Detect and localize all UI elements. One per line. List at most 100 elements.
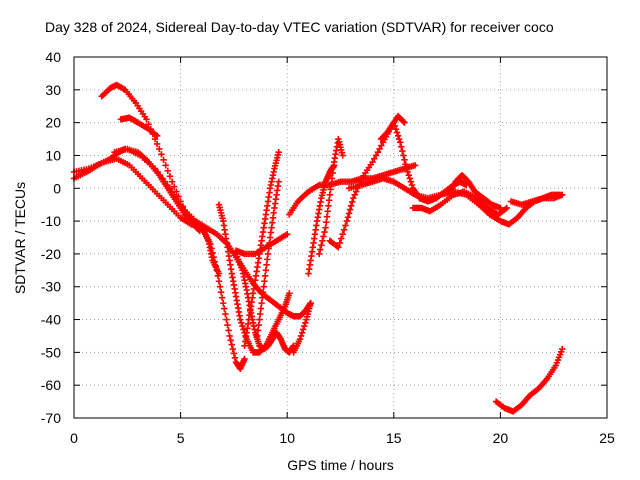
data-point (238, 319, 245, 327)
data-point (346, 206, 354, 213)
data-point (158, 151, 165, 158)
data-point (344, 214, 352, 221)
data-point (405, 171, 412, 179)
data-point (372, 152, 380, 159)
data-point (264, 250, 272, 258)
data-point (259, 288, 267, 296)
series-trace-18 (446, 171, 504, 212)
data-point (335, 244, 342, 251)
data-point (343, 217, 351, 225)
series-trace-7 (232, 250, 297, 356)
data-point (406, 175, 413, 182)
data-point (164, 181, 171, 189)
data-point (402, 161, 409, 168)
data-point (327, 186, 334, 193)
x-tick-label: 5 (177, 430, 185, 446)
data-point (325, 202, 332, 209)
data-point (241, 355, 248, 363)
data-point (400, 152, 407, 159)
axes: 0 5 10 15 20 25 -70 -60 -50 -40 -30 -20 -10 0 10 20 30 40 (41, 49, 615, 446)
data-point (216, 283, 224, 290)
data-point (317, 246, 324, 253)
data-point (323, 213, 331, 220)
data-point (240, 326, 247, 333)
data-point (336, 239, 343, 247)
data-point (284, 231, 291, 238)
data-point (156, 145, 163, 153)
y-tick-label: 30 (45, 82, 61, 98)
data-point (338, 235, 345, 242)
data-point (168, 178, 176, 185)
data-point (177, 201, 184, 208)
x-tick-label: 15 (386, 430, 402, 446)
y-tick-label: 20 (45, 115, 61, 131)
data-point (215, 278, 223, 285)
x-tick-label: 0 (70, 430, 78, 446)
data-point (315, 250, 323, 258)
data-point (275, 148, 282, 156)
chart-title: Day 328 of 2024, Sidereal Day-to-day VTE… (45, 19, 554, 35)
x-axis-label: GPS time / hours (287, 457, 394, 473)
data-point (263, 261, 270, 269)
data-point (298, 329, 306, 336)
data-point (404, 168, 411, 176)
data-point (256, 316, 263, 323)
data-point (407, 178, 415, 185)
data-point (330, 164, 337, 171)
data-point (254, 327, 262, 334)
data-point (339, 231, 346, 238)
data-point (257, 305, 265, 312)
data-point (399, 147, 406, 155)
data-point (225, 327, 232, 334)
data-point (324, 208, 331, 215)
data-point (322, 224, 329, 231)
data-point (161, 178, 169, 185)
data-point (227, 337, 234, 344)
data-point (260, 283, 267, 290)
series-trace-13 (315, 135, 346, 258)
data-point (261, 272, 269, 279)
data-point (395, 135, 403, 143)
data-point (323, 218, 330, 226)
data-point (392, 126, 400, 133)
data-point (339, 152, 346, 159)
series-trace-20 (492, 345, 566, 415)
data-point (301, 322, 308, 330)
data-point (319, 237, 326, 244)
x-tick-label: 10 (279, 430, 295, 446)
data-point (164, 167, 172, 174)
data-point (302, 319, 309, 327)
data-point (230, 350, 238, 357)
data-point (400, 118, 407, 125)
data-point (258, 299, 265, 307)
data-point (349, 198, 356, 206)
data-point (223, 316, 230, 323)
y-tick-label: -10 (41, 213, 61, 229)
data-point (378, 142, 385, 149)
data-point (259, 294, 266, 301)
data-point (221, 305, 228, 312)
data-point (326, 191, 334, 199)
data-point (369, 158, 376, 166)
data-point (228, 341, 235, 348)
data-point (143, 116, 150, 123)
data-point (329, 169, 336, 177)
data-point (559, 345, 566, 353)
data-point (401, 156, 408, 164)
data-point (224, 321, 231, 329)
data-point (318, 241, 325, 249)
data-point (391, 122, 399, 130)
data-point (229, 345, 237, 353)
series-trace-11 (286, 162, 419, 218)
data-point (321, 228, 328, 236)
data-point (351, 191, 358, 199)
data-point (345, 210, 353, 217)
data-point (376, 145, 383, 153)
y-tick-label: -60 (41, 377, 61, 393)
data-point (325, 197, 333, 204)
data-point (340, 226, 348, 234)
data-point (394, 132, 402, 139)
data-point (390, 119, 397, 126)
data-point (218, 294, 226, 301)
x-tick-label: 20 (493, 430, 509, 446)
